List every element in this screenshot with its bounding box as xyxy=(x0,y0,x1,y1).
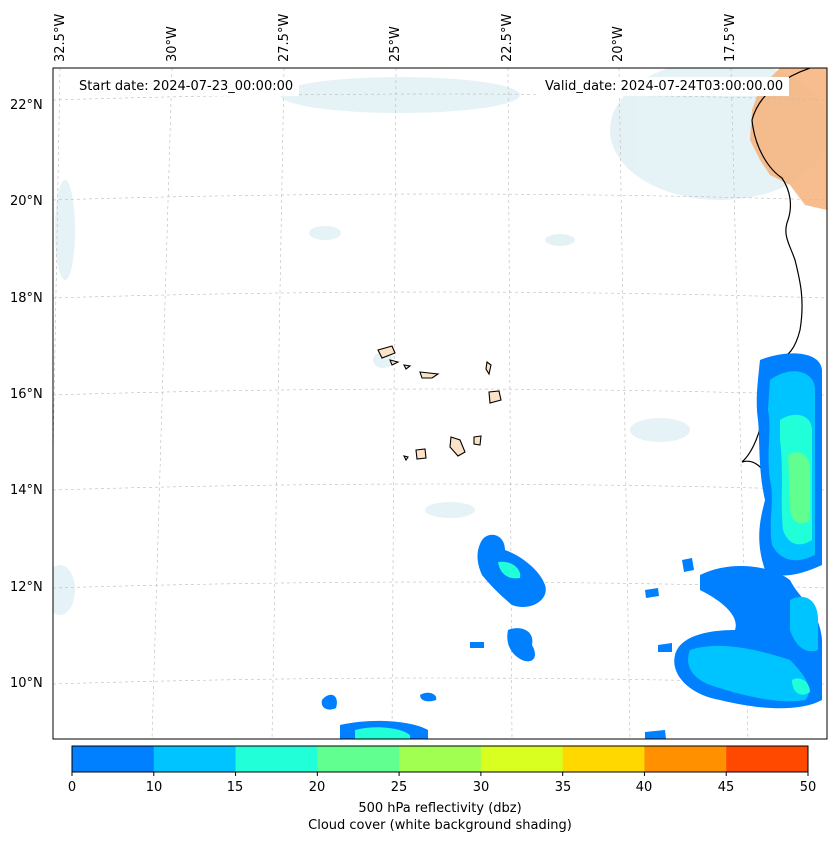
colorbar-swatch xyxy=(726,746,809,772)
colorbar-sublabel: Cloud cover (white background shading) xyxy=(308,818,572,833)
start-date-label: Start date: 2024-07-23_00:00:00 xyxy=(73,77,300,96)
colorbar-tick-label: 0 xyxy=(67,780,77,795)
lon-label: 22.5°W xyxy=(500,13,515,62)
colorbar xyxy=(72,746,809,772)
valid-date-label: Valid_date: 2024-07-24T03:00:00.00 xyxy=(539,77,790,96)
cape-verde-islands xyxy=(377,345,502,462)
colorbar-frame xyxy=(71,745,809,773)
colorbar-tick-label: 15 xyxy=(226,780,244,795)
lat-label: 20°N xyxy=(10,194,43,209)
colorbar-tick-label: 20 xyxy=(308,780,326,795)
lon-label: 20°W xyxy=(611,26,626,62)
lat-label: 18°N xyxy=(10,291,43,306)
colorbar-tick-label: 45 xyxy=(717,780,735,795)
lat-label: 16°N xyxy=(10,387,43,402)
lon-label: 30°W xyxy=(165,26,180,62)
lon-label: 17.5°W xyxy=(723,13,738,62)
colorbar-swatch xyxy=(72,746,155,772)
lon-label: 25°W xyxy=(388,26,403,62)
colorbar-tick-label: 40 xyxy=(635,780,653,795)
lat-label: 22°N xyxy=(10,98,43,113)
lat-label: 14°N xyxy=(10,483,43,498)
colorbar-swatch xyxy=(644,746,727,772)
colorbar-swatch xyxy=(235,746,318,772)
lat-label: 10°N xyxy=(10,676,43,691)
land-shading xyxy=(750,68,827,210)
colorbar-swatch xyxy=(153,746,237,772)
colorbar-tick-label: 10 xyxy=(145,780,163,795)
map-frame xyxy=(52,67,828,740)
colorbar-tick-label: 35 xyxy=(554,780,572,795)
colorbar-swatch xyxy=(399,746,482,772)
colorbar-swatch xyxy=(562,746,645,772)
lat-label: 12°N xyxy=(10,580,43,595)
colorbar-tick-label: 50 xyxy=(799,780,817,795)
africa-coastline xyxy=(741,68,811,481)
colorbar-tick-label: 25 xyxy=(390,780,408,795)
colorbar-swatch xyxy=(317,746,400,772)
colorbar-swatch xyxy=(480,746,564,772)
reflectivity-field xyxy=(321,353,822,739)
colorbar-tick-label: 30 xyxy=(472,780,490,795)
lon-label: 27.5°W xyxy=(277,13,292,62)
colorbar-label: 500 hPa reflectivity (dbz) xyxy=(358,801,522,816)
lon-label: 32.5°W xyxy=(53,13,68,62)
